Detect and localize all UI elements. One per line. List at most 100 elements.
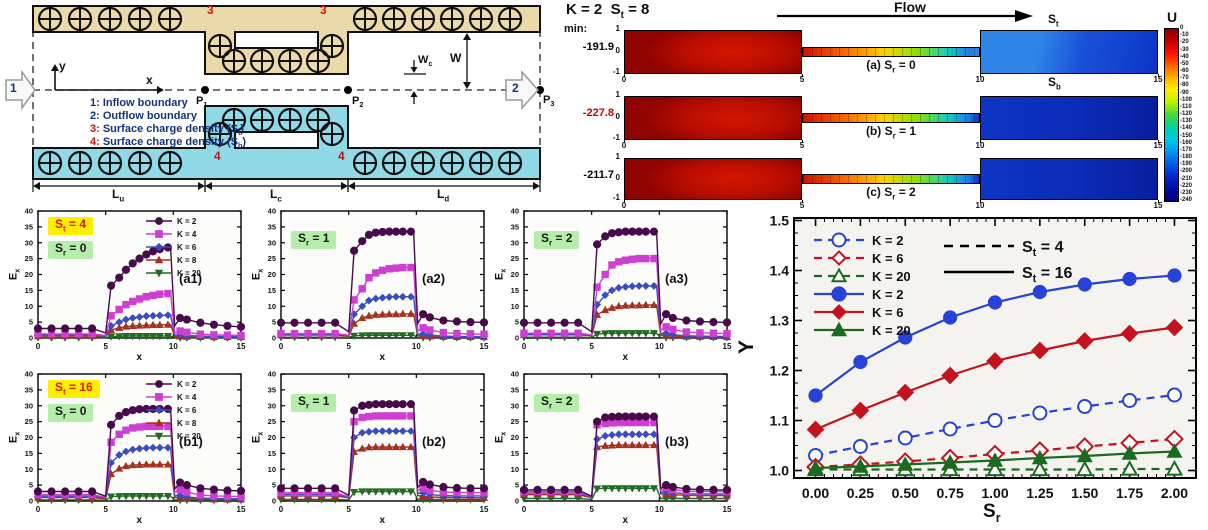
- panel-caption: (a) Sr = 0: [866, 58, 916, 75]
- marker-diamond: [155, 443, 164, 452]
- legend-label: K = 8: [177, 419, 197, 428]
- tick-label: 10: [975, 141, 985, 150]
- inflow-number: 1: [10, 81, 17, 95]
- marker-circle: [1167, 268, 1182, 283]
- plus-charge-icon: [157, 150, 183, 176]
- tick-label: 0: [621, 141, 627, 150]
- arrowhead-icon: [157, 86, 164, 94]
- marker-triangle-up: [163, 320, 172, 328]
- colorbar-tick-label: -210: [1180, 175, 1193, 182]
- tick-label: 0.75: [937, 485, 964, 501]
- plus-charge-icon: [319, 121, 345, 147]
- marker-circle: [546, 318, 556, 327]
- tick: [980, 74, 981, 77]
- marker-triangle-up: [830, 267, 848, 283]
- marker-square: [122, 300, 130, 309]
- plus-charge-icon: [468, 6, 494, 32]
- marker-square: [520, 329, 528, 337]
- marker-circle: [176, 478, 185, 487]
- x-axis-label: Sr: [983, 501, 1001, 525]
- tick-label: 1.1: [770, 413, 790, 429]
- tick-label: -1: [612, 193, 620, 202]
- marker-circle: [33, 324, 43, 333]
- marker-circle: [628, 412, 637, 421]
- marker-circle: [182, 315, 191, 324]
- marker-circle: [60, 487, 70, 496]
- marker-circle: [1032, 405, 1048, 421]
- tick-label: 20: [511, 433, 519, 442]
- tick-label: 40: [268, 207, 276, 216]
- plus-charge-icon: [127, 150, 153, 176]
- marker-circle: [155, 217, 163, 225]
- y-vs-sr-chart: 0.00 0.25 0.50 0.75 1.00 1.25 1.50 1.75 2.00 1.0 1…: [735, 206, 1208, 530]
- marker-square: [277, 329, 285, 338]
- marker-diamond: [407, 292, 415, 301]
- marker-triangle-down: [628, 330, 637, 338]
- marker-square: [392, 264, 400, 272]
- marker-circle: [601, 232, 610, 241]
- panel-caption: (b) Sr = 1: [865, 124, 917, 141]
- marker-square: [399, 412, 407, 420]
- marker-diamond: [662, 329, 671, 338]
- marker-triangle-down: [148, 493, 158, 501]
- chart-canvas: 0 5 10 15 0 5 10 15 20 25 30 35 40: [268, 207, 489, 351]
- marker-diamond: [601, 432, 610, 440]
- marker-diamond: [115, 451, 124, 459]
- tick-label: 5: [589, 342, 594, 351]
- marker-diamond: [135, 444, 144, 453]
- marker-circle: [398, 400, 407, 409]
- x-axis-label: x: [136, 515, 143, 526]
- marker-diamond: [601, 291, 610, 300]
- marker-diamond: [641, 282, 650, 290]
- marker-square: [621, 256, 630, 264]
- colorbar-tick-label: -130: [1180, 118, 1193, 125]
- marker-square: [331, 329, 339, 338]
- plot-box: [793, 217, 1197, 479]
- marker-triangle-down: [607, 330, 617, 338]
- marker-square: [164, 289, 172, 298]
- tick-label: 1: [615, 152, 620, 161]
- marker-square: [317, 329, 326, 338]
- marker-circle: [466, 318, 475, 327]
- tick-label: 25: [25, 254, 33, 263]
- marker-square: [723, 329, 731, 338]
- marker-diamond: [1120, 324, 1139, 343]
- marker-triangle-down: [621, 485, 630, 493]
- marker-circle: [182, 481, 191, 490]
- marker-diamond: [128, 314, 137, 322]
- plus-charge-icon: [97, 150, 123, 176]
- tick-label: 20: [268, 270, 276, 279]
- marker-triangle-down: [107, 493, 116, 501]
- marker-diamond: [371, 294, 380, 303]
- marker-diamond: [608, 431, 616, 439]
- colorbar-tick-label: -30: [1180, 46, 1189, 53]
- panel-caption: (c) Sr = 2: [866, 185, 916, 202]
- marker-square: [378, 266, 387, 275]
- marker-square: [115, 305, 123, 314]
- colorbar-tick-label: -20: [1180, 39, 1189, 46]
- plus-charge-icon: [157, 6, 183, 32]
- marker-triangle-down: [115, 333, 124, 341]
- plus-charge-icon: [497, 6, 523, 32]
- tick-label: 0: [36, 505, 41, 514]
- marker-circle: [371, 228, 380, 237]
- marker-triangle-up: [358, 444, 367, 452]
- outlet-field: [980, 158, 1158, 200]
- marker-triangle-down: [135, 333, 144, 341]
- marker-circle: [641, 227, 650, 236]
- marker-circle: [142, 250, 151, 259]
- top-wall-number: 3: [320, 3, 327, 17]
- colorbar-tick-label: -150: [1180, 132, 1193, 139]
- y-axis-label: Ex: [250, 431, 265, 443]
- marker-circle: [391, 400, 401, 409]
- marker-diamond: [398, 427, 407, 436]
- legend-label: K = 4: [177, 393, 197, 402]
- marker-diamond: [122, 315, 130, 324]
- condition-box: Sr = 2: [534, 394, 580, 412]
- marker-square: [304, 329, 312, 338]
- marker-diamond: [831, 250, 847, 266]
- marker-triangle-up: [163, 460, 172, 468]
- marker-triangle-down: [378, 332, 387, 340]
- marker-circle: [425, 480, 434, 489]
- tick-label: 35: [511, 222, 519, 231]
